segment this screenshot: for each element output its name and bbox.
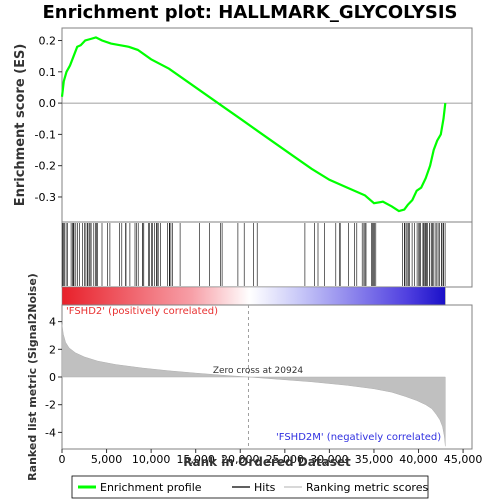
metric-y-axis-ticks: 4 2 0 -2 -4 (45, 316, 62, 439)
es-y-tick-label: 0.2 (39, 35, 57, 48)
positive-correlation-label: 'FSHD2' (positively correlated) (66, 306, 218, 317)
x-tick-label: 10,000 (132, 453, 171, 466)
es-panel-frame (61, 27, 473, 223)
es-y-tick-label: 0.1 (39, 66, 57, 79)
x-axis-label: Rank in Ordered Dataset (183, 455, 351, 469)
x-tick-label: 20,000 (221, 453, 260, 466)
negative-correlation-label: 'FSHD2M' (negatively correlated) (276, 432, 441, 443)
es-y-axis-ticks: 0.2 0.1 0.0 -0.1 -0.2 -0.3 (35, 35, 62, 204)
es-y-tick-label: 0.0 (39, 97, 57, 110)
x-tick-label: 45,000 (444, 453, 483, 466)
rank-color-bar (61, 286, 446, 306)
metric-y-tick-label: 0 (49, 371, 56, 384)
x-tick-label: 0 (59, 453, 66, 466)
x-tick-label: 25,000 (266, 453, 305, 466)
metric-y-tick-label: -4 (45, 426, 56, 439)
x-tick-label: 30,000 (310, 453, 349, 466)
x-axis-ticks: 0 5,000 10,000 15,000 20,000 25,000 30,000 35,0… (59, 449, 483, 466)
hits-marks (62, 223, 446, 286)
es-y-tick-label: -0.1 (35, 128, 56, 141)
x-tick-label: 35,000 (355, 453, 394, 466)
x-tick-label: 5,000 (91, 453, 123, 466)
es-y-tick-label: -0.2 (35, 160, 56, 173)
legend-entry-hits: Hits (254, 481, 276, 494)
legend-entry-metric: Ranking metric scores (306, 481, 428, 494)
hits-panel-frame (61, 221, 473, 288)
legend: Enrichment profile Hits Ranking metric s… (71, 475, 428, 499)
zero-cross-label: Zero cross at 20924 (213, 366, 304, 376)
x-tick-label: 15,000 (176, 453, 215, 466)
enrichment-profile-line (60, 36, 447, 213)
metric-y-axis-label: Ranked list metric (Signal2Noise) (26, 273, 39, 481)
es-y-axis-label: Enrichment score (ES) (13, 44, 28, 207)
x-tick-label: 40,000 (399, 453, 438, 466)
es-y-tick-label: -0.3 (35, 191, 56, 204)
chart-title: Enrichment plot: HALLMARK_GLYCOLYSIS (42, 2, 457, 23)
metric-y-tick-label: -2 (45, 399, 56, 412)
metric-y-tick-label: 2 (49, 343, 56, 356)
metric-y-tick-label: 4 (49, 316, 56, 329)
legend-entry-enrichment: Enrichment profile (100, 481, 202, 494)
ranking-metric-area (61, 324, 446, 447)
